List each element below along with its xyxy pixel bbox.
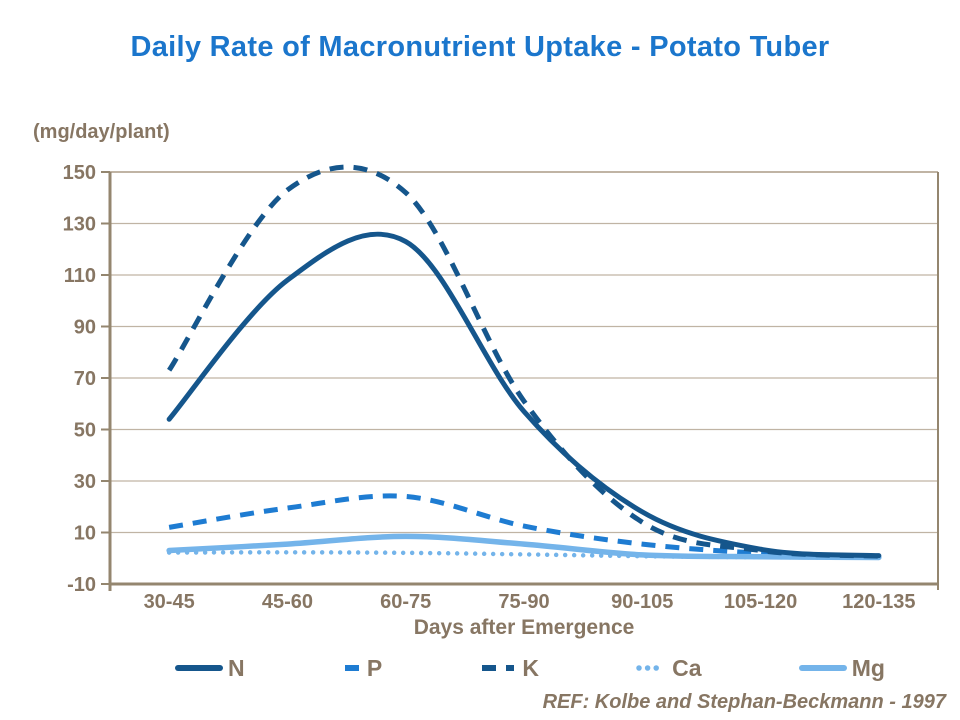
chart-title: Daily Rate of Macronutrient Uptake - Pot… <box>130 31 830 63</box>
legend-line-sample-Mg <box>798 665 847 671</box>
legend-line-sample-P <box>344 665 359 671</box>
x-tick-label: 120-135 <box>842 591 915 613</box>
legend-label-Mg: Mg <box>851 654 885 681</box>
x-tick-label: 90-105 <box>611 591 673 613</box>
reference-note: REF: Kolbe and Stephan-Beckmann - 1997 <box>542 691 946 713</box>
series-line-K <box>167 164 879 559</box>
y-tick-label: 150 <box>63 162 96 184</box>
legend-item-K: K <box>479 655 539 682</box>
legend-label-P: P <box>366 654 383 681</box>
y-tick-label: 50 <box>74 420 96 442</box>
line-chart: 150 130 110 90 70 50 30 10 -10 30-45 45-60 60-75 75-… <box>63 162 939 613</box>
x-tick-label: 45-60 <box>262 591 313 613</box>
legend-line-sample-K <box>482 665 515 671</box>
x-axis-title: Days after Emergence <box>413 616 635 639</box>
y-axis-unit-label: (mg/day/plant) <box>33 121 170 143</box>
legend-label-N: N <box>228 654 245 681</box>
x-tick-label: 60-75 <box>380 591 431 613</box>
x-tick-label: 30-45 <box>144 591 195 613</box>
legend-item-Mg: Mg <box>798 654 885 682</box>
legend-label-K: K <box>522 654 539 681</box>
y-tick-label: 70 <box>74 368 96 390</box>
y-tick-label: 130 <box>63 214 96 236</box>
y-tick-label: 90 <box>74 317 96 339</box>
legend-label-Ca: Ca <box>672 654 702 681</box>
legend-item-P: P <box>342 655 382 682</box>
series-line-Mg <box>166 533 882 561</box>
series-line-Ca <box>166 550 882 560</box>
legend-line-sample-Ca <box>636 665 667 671</box>
y-tick-label: 30 <box>74 471 96 493</box>
x-tick-label: 75-90 <box>498 591 549 613</box>
legend-item-N: N <box>175 655 245 682</box>
legend: N P K Ca Mg <box>175 651 885 685</box>
series-line-P <box>168 493 879 559</box>
x-tick-label: 105-120 <box>724 591 797 613</box>
y-tick-label: 110 <box>64 265 96 287</box>
legend-line-sample-N <box>175 665 223 671</box>
legend-item-Ca: Ca <box>636 654 702 682</box>
y-tick-label: -10 <box>67 574 96 596</box>
y-tick-label: 10 <box>74 523 96 545</box>
